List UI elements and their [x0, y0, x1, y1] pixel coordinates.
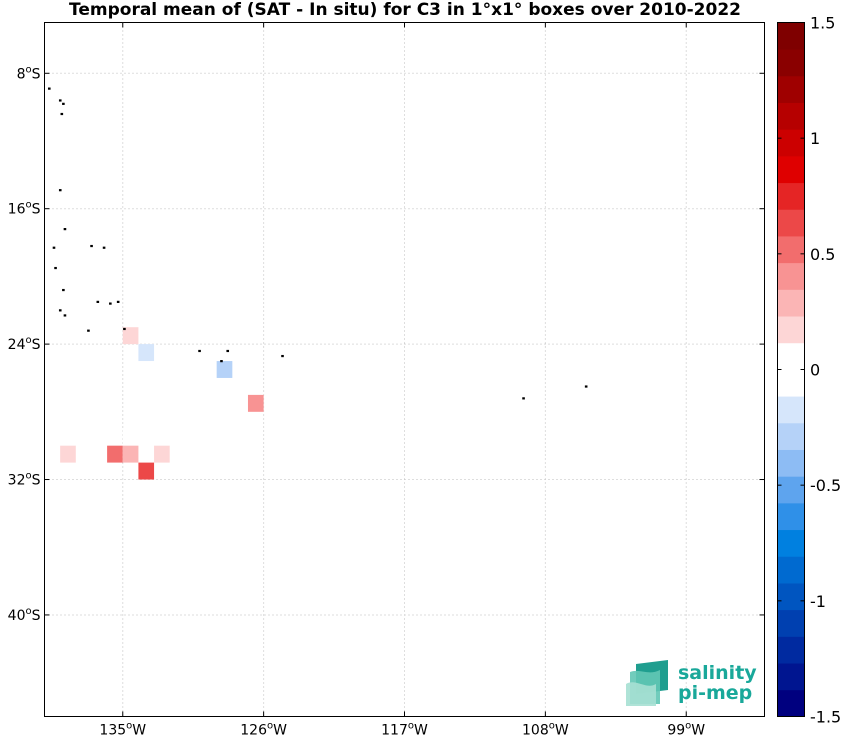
anomaly-box — [216, 361, 233, 378]
colorbar-segment — [777, 529, 805, 557]
island-marker — [60, 112, 64, 116]
anomaly-box — [122, 445, 139, 463]
colorbar-segment — [777, 663, 805, 691]
island-marker — [47, 87, 51, 90]
colorbar-segment — [777, 689, 805, 717]
logo-line1: salinity — [678, 662, 757, 684]
colorbar-tick-label: 1.5 — [810, 14, 835, 33]
colorbar-segment — [777, 396, 805, 424]
anomaly-box — [122, 428, 139, 446]
anomaly-box — [60, 445, 76, 463]
lon-tick-label: 99oW — [667, 721, 705, 739]
lon-tick-label: 108oW — [522, 721, 569, 739]
lon-tick-label: 117oW — [381, 721, 428, 739]
anomaly-box — [138, 428, 155, 446]
island-marker — [52, 246, 56, 249]
island-marker — [226, 349, 230, 353]
lat-tick-label: 40oS — [8, 606, 41, 624]
colorbar-segment — [777, 583, 805, 611]
anomaly-box — [154, 445, 170, 463]
colorbar-segment — [777, 289, 805, 317]
island-marker — [58, 309, 62, 312]
colorbar-tick-label: -0.5 — [810, 476, 841, 495]
colorbar-segment — [777, 75, 805, 103]
colorbar-tick-label: 1 — [810, 129, 820, 148]
island-marker — [96, 300, 100, 303]
colorbar-segment — [777, 476, 805, 504]
colorbar-segment — [777, 502, 805, 531]
latitude-ticks: 8oS 16oS 24oS 32oS 40oS — [8, 64, 765, 624]
map-title: Temporal mean of (SAT - In situ) for C3 … — [69, 0, 741, 20]
anomaly-box — [122, 327, 139, 345]
colorbar-segment — [777, 609, 805, 637]
colorbar-segment — [777, 49, 805, 77]
colorbar-ticks: 1.5 1 0.5 0 -0.5 -1 -1.5 — [777, 14, 841, 727]
colorbar-segment — [777, 209, 805, 237]
colorbar-segment — [777, 449, 805, 477]
island-markers — [47, 87, 588, 400]
colorbar-segment — [777, 155, 805, 184]
colorbar-segment — [777, 369, 805, 397]
colorbar-tick-label: 0.5 — [810, 245, 835, 264]
lat-tick-label: 8oS — [17, 64, 41, 82]
logo-line2: pi-mep — [678, 682, 752, 704]
anomaly-box — [138, 344, 155, 362]
island-marker — [198, 349, 201, 353]
colorbar-segment — [777, 182, 805, 210]
island-marker — [123, 327, 126, 331]
colorbar-segment — [777, 22, 805, 50]
island-marker — [62, 102, 65, 105]
anomaly-box — [91, 157, 108, 175]
colorbar-segment — [777, 556, 805, 584]
colorbar-segment — [777, 129, 805, 157]
colorbar-tick-label: -1.5 — [810, 708, 841, 727]
colorbar-tick-label: 0 — [810, 361, 820, 380]
island-marker — [116, 300, 120, 303]
map-frame — [44, 22, 765, 717]
lat-tick-label: 24oS — [8, 335, 41, 353]
anomaly-box — [247, 394, 264, 412]
colorbar-segment — [777, 262, 805, 290]
longitude-ticks: 135oW 126oW 117oW 108oW 99oW — [99, 22, 705, 739]
island-marker — [58, 99, 62, 102]
lat-tick-label: 32oS — [8, 471, 41, 489]
lat-tick-label: 16oS — [8, 200, 41, 218]
island-marker — [63, 228, 67, 231]
island-marker — [90, 244, 93, 248]
island-marker — [281, 354, 284, 358]
logo-wave-icon — [626, 660, 668, 706]
island-marker — [102, 246, 106, 249]
island-marker — [584, 385, 588, 388]
lon-tick-label: 126oW — [240, 721, 287, 739]
anomaly-box — [107, 445, 123, 463]
anomaly-boxes — [60, 157, 264, 480]
island-marker — [220, 360, 223, 363]
island-marker — [63, 314, 67, 317]
salinity-pi-mep-logo: salinity pi-mep — [626, 660, 757, 706]
island-marker — [522, 397, 525, 400]
island-marker — [58, 189, 62, 192]
island-marker — [109, 302, 112, 305]
colorbar-segment — [777, 422, 805, 450]
colorbar-tick-label: -1 — [810, 592, 826, 611]
colorbar-segment — [777, 636, 805, 664]
lon-tick-label: 135oW — [99, 721, 146, 739]
colorbar-segment — [777, 316, 805, 344]
anomaly-box — [138, 462, 155, 480]
map-grid — [44, 22, 765, 717]
island-marker — [87, 329, 90, 332]
colorbar-segment — [777, 102, 805, 130]
colorbar-segment — [777, 236, 805, 264]
island-marker — [54, 266, 57, 270]
colorbar — [777, 22, 805, 717]
colorbar-segment — [777, 342, 805, 370]
island-marker — [62, 288, 65, 292]
